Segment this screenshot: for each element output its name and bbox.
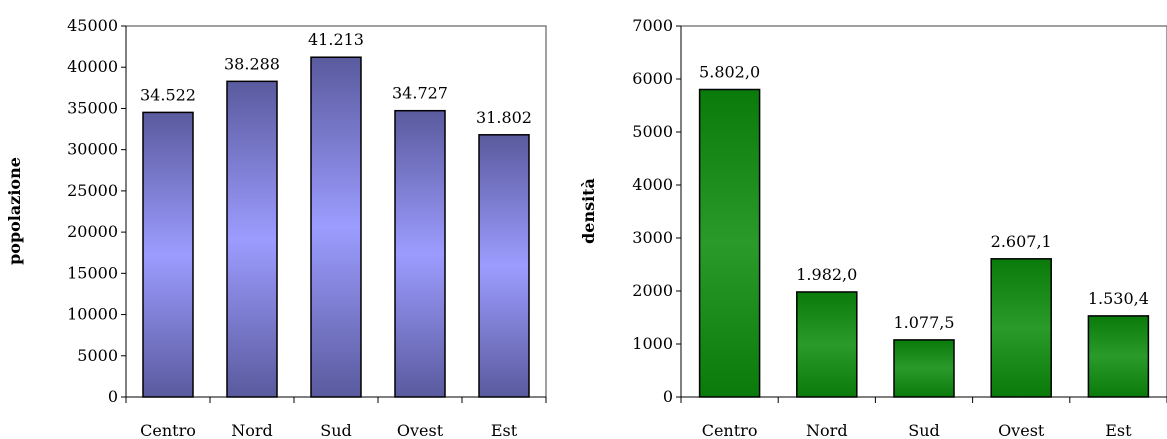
bar[interactable]	[1087, 315, 1150, 398]
x-category-label: Sud	[320, 421, 352, 439]
bar[interactable]	[796, 291, 858, 398]
y-tick-label: 5000	[77, 346, 118, 365]
y-axis-title: popolazione	[5, 157, 24, 265]
y-tick-label: 7000	[632, 16, 673, 35]
bar[interactable]	[478, 134, 530, 398]
y-tick-label: 4000	[632, 175, 673, 194]
y-tick-label: 3000	[632, 228, 673, 247]
plot-frame	[126, 25, 547, 397]
bar[interactable]	[893, 339, 955, 398]
bar[interactable]	[990, 258, 1052, 398]
data-label: 34.522	[140, 85, 196, 104]
y-tick-label: 25000	[67, 181, 118, 200]
x-category-label: Nord	[806, 421, 848, 439]
bar[interactable]	[394, 109, 446, 398]
x-category-label: Ovest	[998, 421, 1045, 439]
y-tick-label: 6000	[632, 69, 673, 88]
y-tick-label: 5000	[632, 122, 673, 141]
bar[interactable]	[142, 111, 194, 398]
x-category-label: Ovest	[397, 421, 444, 439]
y-tick-label: 10000	[67, 305, 118, 324]
y-tick-label: 45000	[67, 16, 118, 35]
bar[interactable]	[226, 80, 278, 398]
y-tick-label: 15000	[67, 263, 118, 282]
x-category-label: Est	[1105, 421, 1132, 439]
data-label: 1.530,4	[1088, 289, 1149, 308]
data-label: 31.802	[476, 108, 532, 127]
y-tick-label: 0	[108, 387, 118, 406]
y-tick-label: 2000	[632, 281, 673, 300]
y-tick-label: 20000	[67, 222, 118, 241]
density-chart: densità 0 1000 2000 3000 4000 5000 6000 7000 5.8…	[579, 16, 1167, 439]
data-label: 5.802,0	[699, 62, 760, 81]
y-tick-label: 30000	[67, 140, 118, 159]
y-tick-label: 40000	[67, 57, 118, 76]
data-label: 1.982,0	[796, 265, 857, 284]
bar[interactable]	[698, 88, 761, 398]
data-label: 1.077,5	[893, 313, 954, 332]
population-chart: popolazione 0 5000 10000 15000 20000 25000 300…	[5, 16, 547, 439]
x-category-label: Centro	[140, 421, 196, 439]
bar[interactable]	[310, 56, 362, 398]
x-category-label: Centro	[702, 421, 758, 439]
data-label: 34.727	[392, 84, 448, 103]
y-tick-label: 0	[663, 387, 673, 406]
x-category-label: Nord	[231, 421, 273, 439]
y-axis-title: densità	[579, 178, 598, 244]
plot-frame	[681, 25, 1167, 397]
x-category-label: Est	[491, 421, 518, 439]
y-tick-label: 1000	[632, 334, 673, 353]
data-label: 38.288	[224, 54, 280, 73]
y-tick-label: 35000	[67, 98, 118, 117]
data-label: 41.213	[308, 30, 364, 49]
data-label: 2.607,1	[991, 232, 1052, 251]
x-category-label: Sud	[908, 421, 940, 439]
